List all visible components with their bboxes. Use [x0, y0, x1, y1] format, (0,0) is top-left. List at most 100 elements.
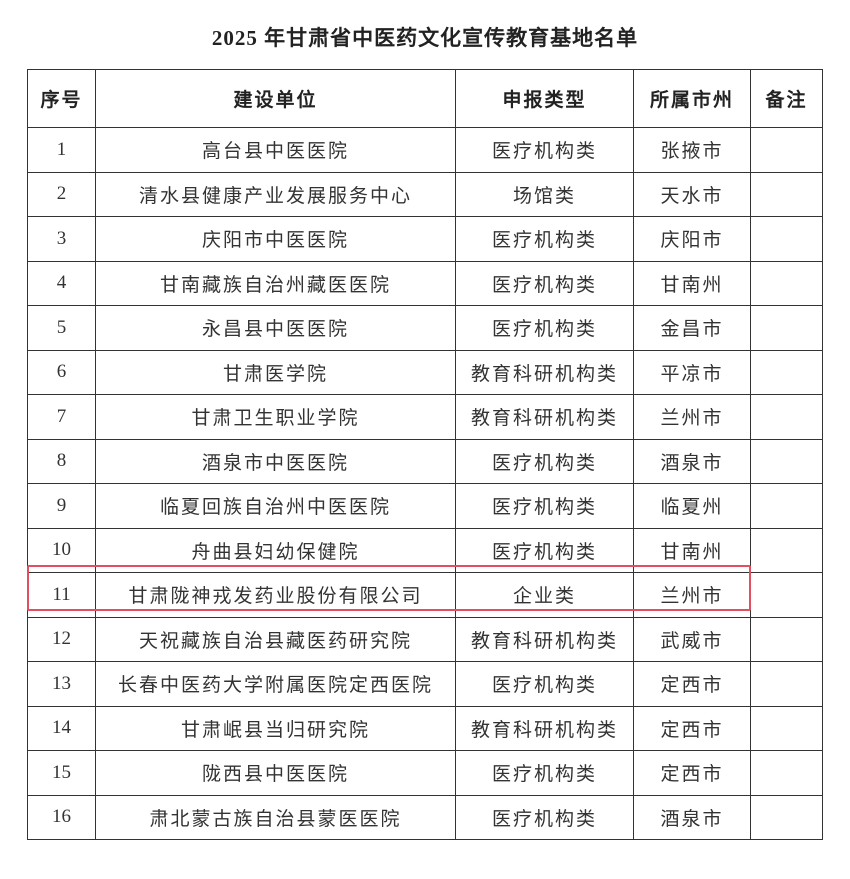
- header-col-city: 所属市州: [633, 69, 751, 128]
- cell-col-index: 6: [27, 349, 96, 395]
- cell-col-type: 教育科研机构类: [455, 616, 634, 662]
- table-row: 1 高台县中医医院 医疗机构类 张掖市: [27, 127, 823, 173]
- cell-col-city: 酒泉市: [633, 438, 751, 484]
- cell-col-remark: [750, 750, 823, 796]
- cell-col-type: 医疗机构类: [455, 794, 634, 840]
- table-row: 13 长春中医药大学附属医院定西医院 医疗机构类 定西市: [27, 661, 823, 707]
- table-row: 2 清水县健康产业发展服务中心 场馆类 天水市: [27, 171, 823, 217]
- cell-col-remark: [750, 394, 823, 440]
- cell-col-unit: 甘肃卫生职业学院: [95, 394, 456, 440]
- cell-col-unit: 肃北蒙古族自治县蒙医医院: [95, 794, 456, 840]
- cell-col-unit: 清水县健康产业发展服务中心: [95, 171, 456, 217]
- cell-col-city: 兰州市: [633, 572, 751, 618]
- cell-col-type: 场馆类: [455, 171, 634, 217]
- table-header-row: 序号 建设单位 申报类型 所属市州 备注: [27, 69, 823, 128]
- cell-col-type: 医疗机构类: [455, 260, 634, 306]
- table-row: 15 陇西县中医医院 医疗机构类 定西市: [27, 750, 823, 796]
- document-title: 2025 年甘肃省中医药文化宣传教育基地名单: [211, 26, 639, 50]
- cell-col-index: 12: [27, 616, 96, 662]
- cell-col-city: 甘南州: [633, 260, 751, 306]
- cell-col-city: 酒泉市: [633, 794, 751, 840]
- cell-col-city: 临夏州: [633, 483, 751, 529]
- cell-col-index: 8: [27, 438, 96, 484]
- cell-col-unit: 长春中医药大学附属医院定西医院: [95, 661, 456, 707]
- cell-col-index: 2: [27, 171, 96, 217]
- cell-col-city: 平凉市: [633, 349, 751, 395]
- cell-col-city: 庆阳市: [633, 216, 751, 262]
- cell-col-index: 4: [27, 260, 96, 306]
- cell-col-index: 9: [27, 483, 96, 529]
- cell-col-remark: [750, 794, 823, 840]
- cell-col-city: 金昌市: [633, 305, 751, 351]
- cell-col-city: 定西市: [633, 705, 751, 751]
- cell-col-remark: [750, 616, 823, 662]
- cell-col-remark: [750, 661, 823, 707]
- cell-col-type: 医疗机构类: [455, 305, 634, 351]
- cell-col-remark: [750, 216, 823, 262]
- table-row: 6 甘肃医学院 教育科研机构类 平凉市: [27, 349, 823, 395]
- header-col-unit: 建设单位: [95, 69, 456, 128]
- cell-col-unit: 永昌县中医医院: [95, 305, 456, 351]
- header-col-remark: 备注: [750, 69, 823, 128]
- table-row: 12 天祝藏族自治县藏医药研究院 教育科研机构类 武威市: [27, 616, 823, 662]
- cell-col-type: 医疗机构类: [455, 438, 634, 484]
- cell-col-remark: [750, 127, 823, 173]
- base-list-table: 序号 建设单位 申报类型 所属市州 备注 1 高台县中医医院 医疗机构类 张掖市 2 清水县健康产…: [27, 69, 823, 840]
- cell-col-type: 医疗机构类: [455, 483, 634, 529]
- cell-col-city: 天水市: [633, 171, 751, 217]
- cell-col-city: 甘南州: [633, 527, 751, 573]
- cell-col-type: 教育科研机构类: [455, 705, 634, 751]
- cell-col-index: 7: [27, 394, 96, 440]
- cell-col-remark: [750, 483, 823, 529]
- cell-col-unit: 甘肃岷县当归研究院: [95, 705, 456, 751]
- cell-col-remark: [750, 305, 823, 351]
- cell-col-index: 10: [27, 527, 96, 573]
- cell-col-index: 11: [27, 572, 96, 618]
- header-col-type: 申报类型: [455, 69, 634, 128]
- cell-col-remark: [750, 438, 823, 484]
- cell-col-type: 医疗机构类: [455, 750, 634, 796]
- cell-col-remark: [750, 572, 823, 618]
- table-row: 7 甘肃卫生职业学院 教育科研机构类 兰州市: [27, 394, 823, 440]
- table-row: 3 庆阳市中医医院 医疗机构类 庆阳市: [27, 216, 823, 262]
- cell-col-unit: 舟曲县妇幼保健院: [95, 527, 456, 573]
- table-row: 9 临夏回族自治州中医医院 医疗机构类 临夏州: [27, 483, 823, 529]
- cell-col-index: 16: [27, 794, 96, 840]
- cell-col-unit: 天祝藏族自治县藏医药研究院: [95, 616, 456, 662]
- table-row: 14 甘肃岷县当归研究院 教育科研机构类 定西市: [27, 705, 823, 751]
- table-row: 8 酒泉市中医医院 医疗机构类 酒泉市: [27, 438, 823, 484]
- cell-col-index: 1: [27, 127, 96, 173]
- cell-col-index: 15: [27, 750, 96, 796]
- cell-col-type: 教育科研机构类: [455, 394, 634, 440]
- cell-col-remark: [750, 171, 823, 217]
- cell-col-index: 14: [27, 705, 96, 751]
- cell-col-unit: 庆阳市中医医院: [95, 216, 456, 262]
- table-row: 5 永昌县中医医院 医疗机构类 金昌市: [27, 305, 823, 351]
- cell-col-type: 教育科研机构类: [455, 349, 634, 395]
- cell-col-type: 医疗机构类: [455, 527, 634, 573]
- cell-col-type: 医疗机构类: [455, 216, 634, 262]
- cell-col-unit: 临夏回族自治州中医医院: [95, 483, 456, 529]
- cell-col-unit: 陇西县中医医院: [95, 750, 456, 796]
- table-row: 11 甘肃陇神戎发药业股份有限公司 企业类 兰州市: [27, 572, 823, 618]
- cell-col-remark: [750, 260, 823, 306]
- cell-col-city: 武威市: [633, 616, 751, 662]
- cell-col-index: 13: [27, 661, 96, 707]
- table-row: 10 舟曲县妇幼保健院 医疗机构类 甘南州: [27, 527, 823, 573]
- cell-col-remark: [750, 349, 823, 395]
- cell-col-type: 企业类: [455, 572, 634, 618]
- table-row: 16 肃北蒙古族自治县蒙医医院 医疗机构类 酒泉市: [27, 794, 823, 840]
- table-row: 4 甘南藏族自治州藏医医院 医疗机构类 甘南州: [27, 260, 823, 306]
- cell-col-type: 医疗机构类: [455, 127, 634, 173]
- cell-col-index: 5: [27, 305, 96, 351]
- cell-col-type: 医疗机构类: [455, 661, 634, 707]
- cell-col-unit: 甘南藏族自治州藏医医院: [95, 260, 456, 306]
- cell-col-unit: 高台县中医医院: [95, 127, 456, 173]
- cell-col-unit: 酒泉市中医医院: [95, 438, 456, 484]
- cell-col-city: 定西市: [633, 661, 751, 707]
- cell-col-city: 定西市: [633, 750, 751, 796]
- cell-col-unit: 甘肃医学院: [95, 349, 456, 395]
- cell-col-remark: [750, 705, 823, 751]
- cell-col-index: 3: [27, 216, 96, 262]
- cell-col-city: 兰州市: [633, 394, 751, 440]
